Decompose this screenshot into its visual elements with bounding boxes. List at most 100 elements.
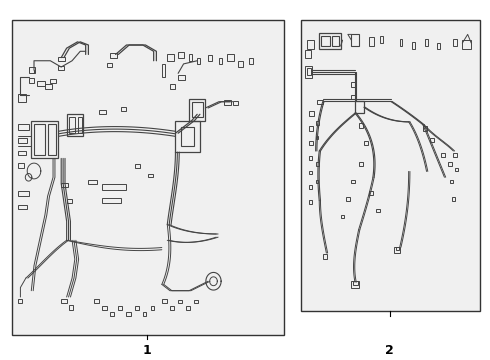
Bar <box>70 117 75 133</box>
Bar <box>323 254 327 259</box>
Bar <box>359 162 363 166</box>
Bar <box>178 75 185 80</box>
Bar <box>18 138 27 143</box>
Bar <box>135 306 139 310</box>
Bar <box>318 100 323 104</box>
Bar <box>425 39 428 46</box>
Bar <box>162 298 167 303</box>
Bar <box>307 68 311 75</box>
Bar <box>58 57 65 61</box>
Bar <box>118 306 122 310</box>
Text: 1: 1 <box>143 345 151 357</box>
Bar <box>453 39 457 46</box>
Bar <box>369 191 373 195</box>
Bar <box>37 81 45 86</box>
Bar <box>351 82 355 87</box>
Bar <box>376 209 380 212</box>
Bar <box>181 127 195 146</box>
Bar <box>170 84 175 89</box>
Bar <box>351 95 355 99</box>
Bar <box>394 247 400 253</box>
Bar <box>12 20 284 335</box>
Bar <box>441 153 445 157</box>
Text: 2: 2 <box>385 345 394 357</box>
Bar <box>121 107 126 111</box>
Bar <box>219 58 222 64</box>
Bar <box>31 121 58 158</box>
Bar <box>77 117 82 133</box>
Bar <box>455 168 458 171</box>
Bar <box>430 138 434 142</box>
Bar <box>18 163 24 168</box>
Bar <box>412 42 415 49</box>
Bar <box>162 64 165 77</box>
Bar <box>233 101 238 105</box>
Bar <box>309 171 313 174</box>
Bar <box>45 84 51 89</box>
Bar <box>316 162 319 166</box>
Bar <box>316 180 318 183</box>
Bar <box>316 136 318 139</box>
Bar <box>309 126 313 131</box>
Bar <box>309 141 313 145</box>
Bar <box>107 63 112 67</box>
Bar <box>309 156 313 160</box>
Bar <box>110 312 114 316</box>
Bar <box>307 40 314 49</box>
Bar <box>316 121 319 125</box>
Bar <box>151 306 154 310</box>
Bar <box>351 35 359 46</box>
Bar <box>351 180 355 183</box>
Bar <box>309 200 312 203</box>
Bar <box>448 162 452 166</box>
Bar <box>321 36 330 46</box>
Bar <box>346 197 350 201</box>
Bar <box>18 192 28 196</box>
Bar <box>126 312 130 316</box>
Bar <box>61 183 68 187</box>
Bar <box>359 123 363 128</box>
Bar <box>355 102 364 113</box>
Bar <box>67 199 72 202</box>
Bar <box>34 124 45 155</box>
Bar <box>18 298 22 303</box>
Bar <box>48 124 56 155</box>
Bar <box>192 102 203 117</box>
Bar <box>148 174 153 177</box>
Bar <box>58 67 64 70</box>
Bar <box>305 50 311 58</box>
Bar <box>189 54 192 61</box>
Bar <box>227 54 234 61</box>
Bar <box>28 67 35 73</box>
Bar <box>396 247 399 250</box>
Bar <box>189 99 205 121</box>
Bar <box>110 53 117 58</box>
Bar <box>18 94 26 102</box>
Bar <box>135 164 140 168</box>
Bar <box>437 42 440 49</box>
Bar <box>102 184 126 190</box>
Bar <box>224 100 231 105</box>
Bar <box>305 67 312 78</box>
Bar <box>61 298 67 303</box>
Bar <box>301 20 480 311</box>
Bar <box>186 306 190 310</box>
Bar <box>102 306 107 310</box>
Bar <box>170 306 174 310</box>
Bar <box>400 39 402 46</box>
Bar <box>463 40 471 49</box>
Bar <box>341 215 344 218</box>
Bar <box>309 111 314 116</box>
Bar <box>453 153 457 157</box>
Bar <box>167 54 174 61</box>
Bar <box>70 305 74 310</box>
Bar <box>351 281 359 288</box>
Bar <box>195 300 198 303</box>
Bar <box>18 205 27 209</box>
Bar <box>67 114 83 136</box>
Bar <box>332 36 339 46</box>
Bar <box>50 79 56 83</box>
Bar <box>18 150 26 155</box>
Bar <box>309 185 312 189</box>
Bar <box>208 55 212 61</box>
